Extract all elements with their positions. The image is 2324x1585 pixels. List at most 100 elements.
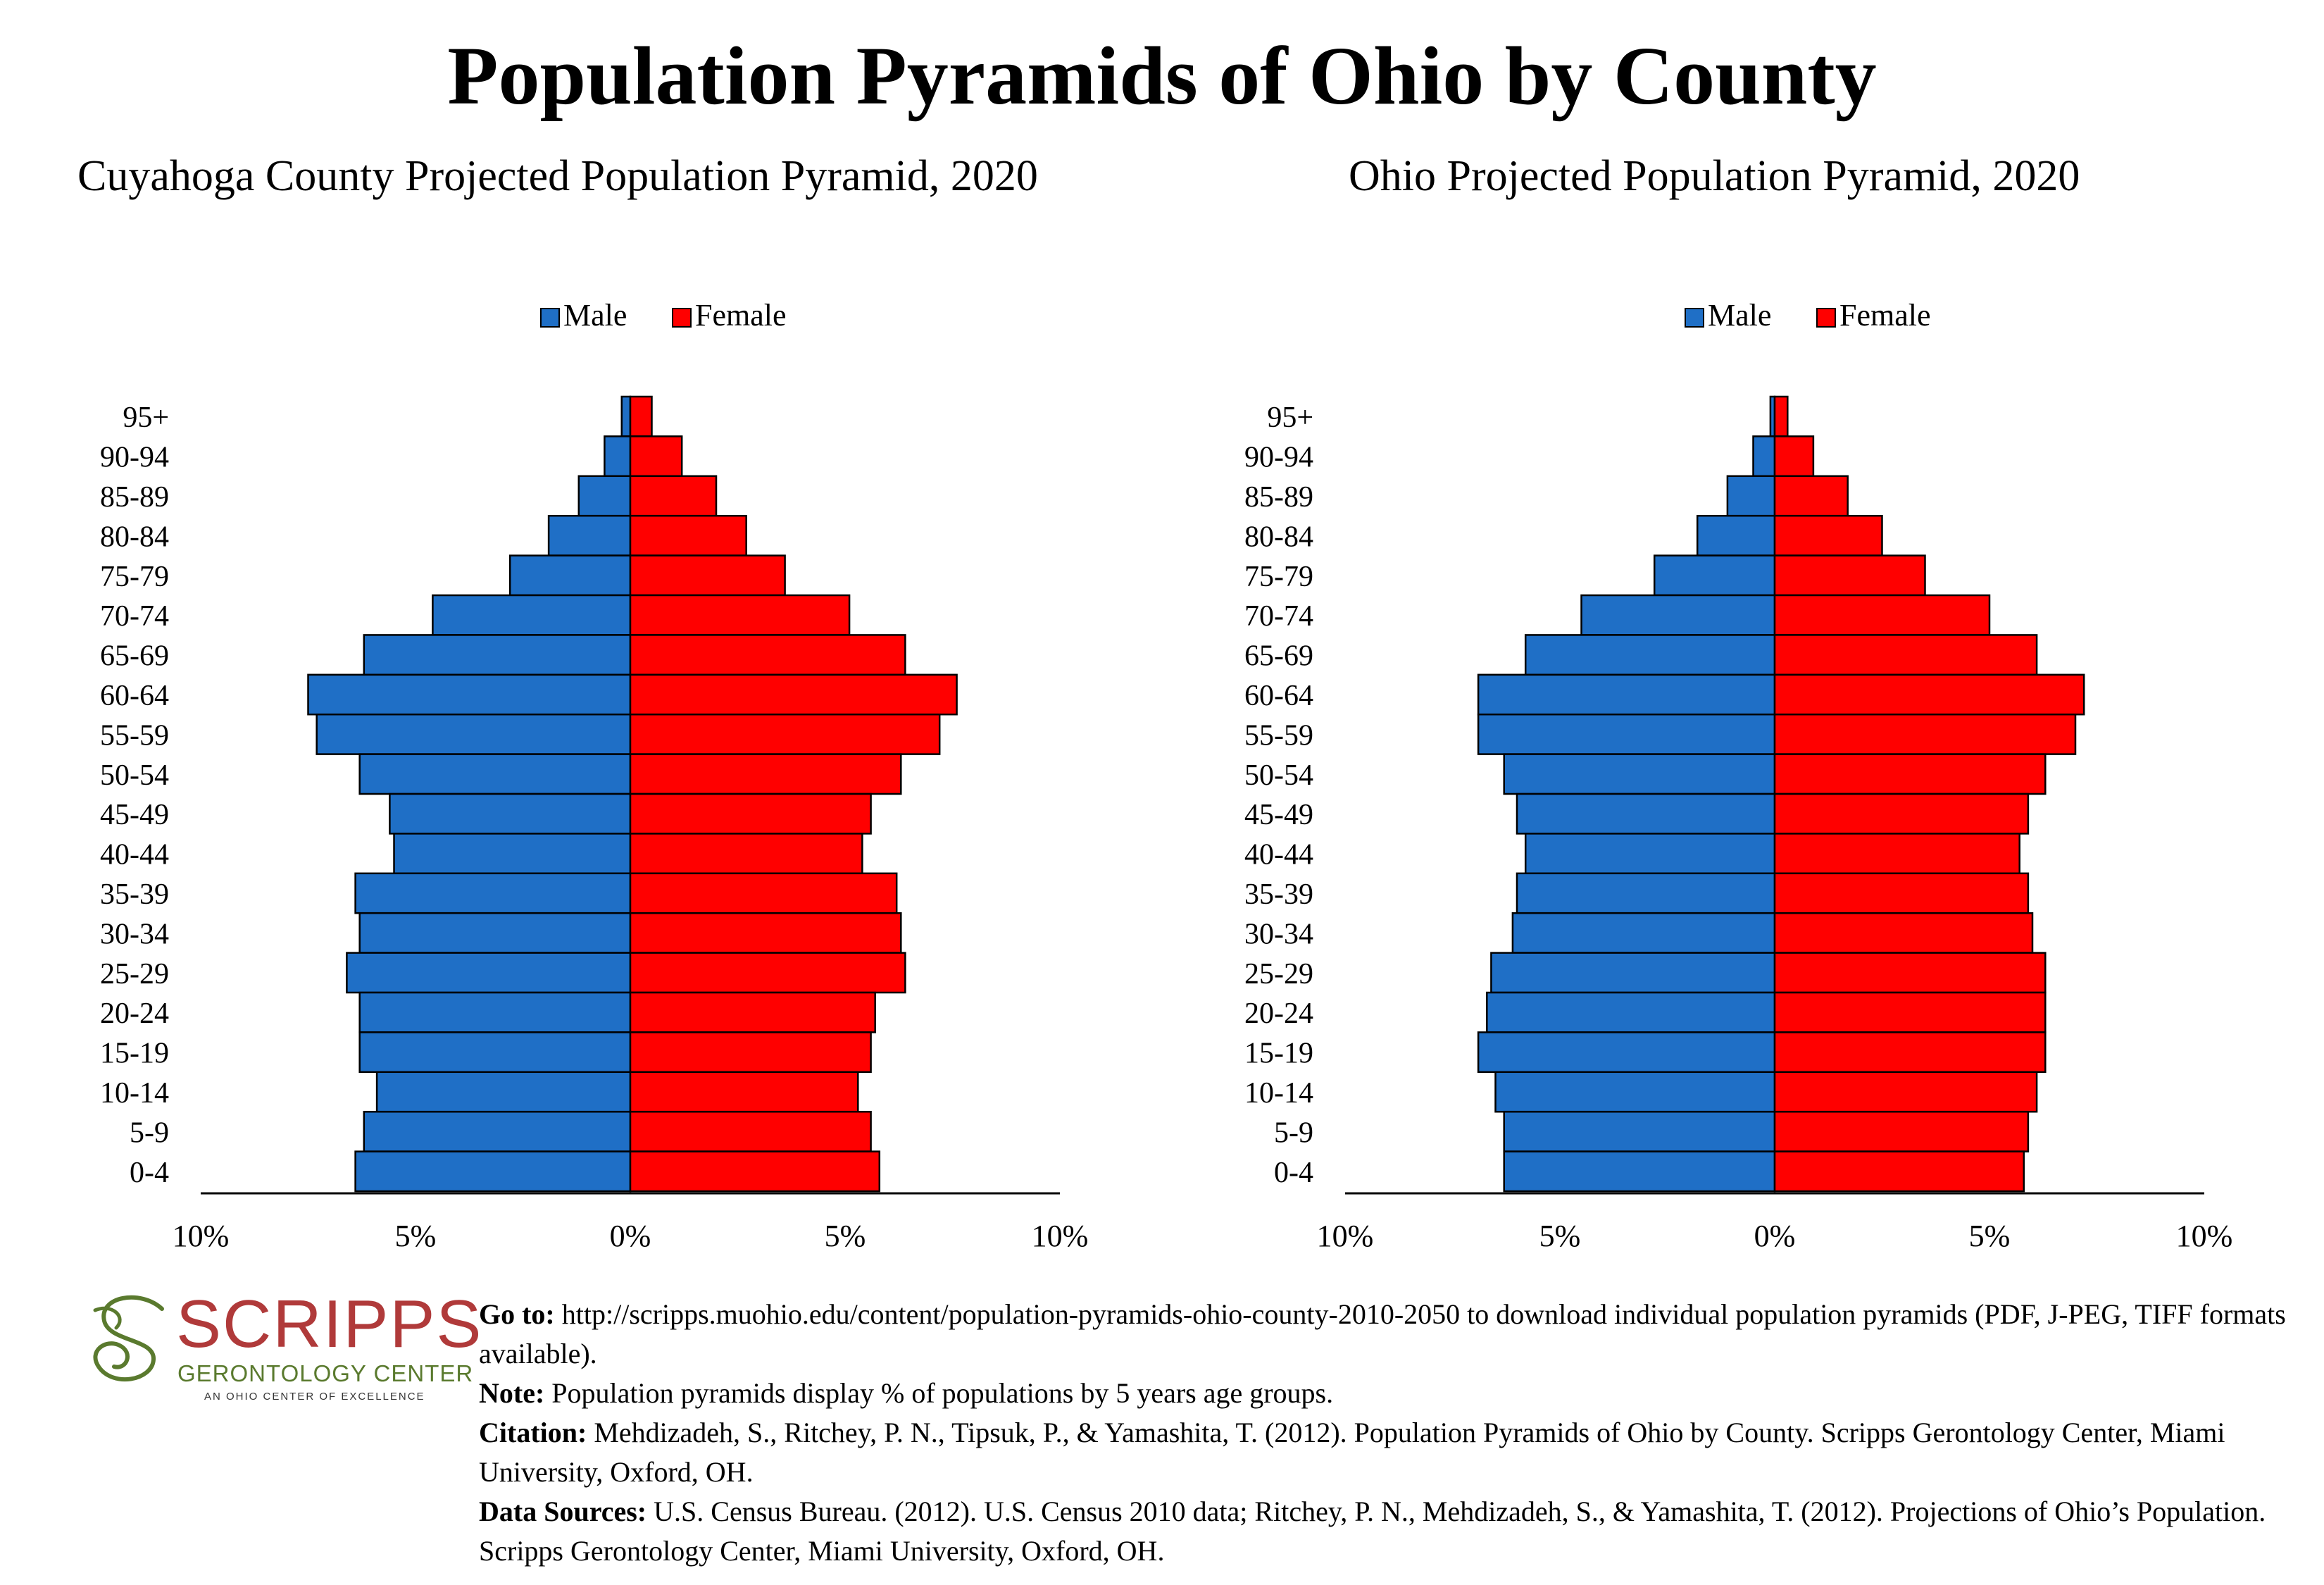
note-label: Note: [479, 1377, 545, 1409]
bar-female-5-9 [1773, 1110, 2030, 1152]
x-tick-label: 10% [173, 1219, 230, 1253]
bar-female-15-19 [1773, 1031, 2047, 1074]
x-tick-label: 0% [1754, 1219, 1796, 1253]
bar-female-50-54 [629, 753, 902, 795]
legend: Male Female [1685, 298, 1931, 332]
age-label-30-34: 30-34 [100, 918, 169, 950]
bar-female-0-4 [629, 1150, 881, 1193]
bar-male-90-94 [1752, 435, 1776, 478]
sources-note: Data Sources: U.S. Census Bureau. (2012)… [479, 1492, 2310, 1571]
bar-female-35-39 [1773, 872, 2030, 914]
bar-female-5-9 [629, 1110, 872, 1152]
logo-subtitle: GERONTOLOGY CENTER [177, 1360, 474, 1386]
bar-male-70-74 [1580, 594, 1776, 636]
bar-female-30-34 [1773, 912, 2034, 954]
bar-male-10-14 [1494, 1071, 1776, 1113]
bar-male-10-14 [375, 1071, 632, 1113]
bar-male-0-4 [1503, 1150, 1776, 1193]
legend-label-male: Male [1708, 298, 1771, 332]
x-tick-label: 10% [1032, 1219, 1089, 1253]
age-label-20-24: 20-24 [100, 997, 169, 1030]
bar-male-95+ [620, 395, 632, 437]
bar-female-80-84 [1773, 514, 1883, 557]
bar-female-55-59 [629, 713, 941, 755]
bar-male-60-64 [307, 673, 632, 716]
age-label-90-94: 90-94 [1244, 442, 1313, 474]
bar-male-70-74 [432, 594, 632, 636]
bar-male-15-19 [1477, 1031, 1776, 1074]
bar-male-50-54 [358, 753, 632, 795]
bar-female-85-89 [629, 475, 718, 517]
bar-female-60-64 [1773, 673, 2085, 716]
age-label-75-79: 75-79 [100, 561, 169, 593]
age-label-80-84: 80-84 [1244, 521, 1313, 553]
page-title: Population Pyramids of Ohio by County [447, 30, 1877, 122]
legend-swatch-female [1816, 308, 1836, 328]
bar-male-0-4 [354, 1150, 632, 1193]
bar-female-30-34 [629, 912, 902, 954]
x-tick-label: 0% [610, 1219, 651, 1253]
legend-label-female: Female [695, 298, 787, 332]
age-label-25-29: 25-29 [1244, 958, 1313, 990]
bar-male-75-79 [508, 554, 632, 597]
bar-male-65-69 [1524, 634, 1776, 676]
bar-male-15-19 [358, 1031, 632, 1074]
goto-label: Go to: [479, 1298, 555, 1330]
x-tick-label: 5% [395, 1219, 437, 1253]
age-label-60-64: 60-64 [100, 680, 169, 712]
x-tick-label: 10% [2176, 1219, 2233, 1253]
bar-female-50-54 [1773, 753, 2047, 795]
bar-male-25-29 [1490, 952, 1776, 994]
age-label-10-14: 10-14 [100, 1077, 169, 1110]
logo-wordmark: SCRIPPS [176, 1286, 483, 1362]
x-tick-label: 10% [1317, 1219, 1374, 1253]
pyramid-chart-cuyahoga: Male Female 95+ 90-94 85-89 80-84 75-79 70-74 65… [100, 298, 1089, 1253]
pyramid-chart-ohio: Male Female 95+ 90-94 85-89 80-84 75-79 70-74 65… [1244, 298, 2233, 1253]
notes-section: Go to: http://scripps.muohio.edu/content… [479, 1295, 2310, 1571]
goto-text: http://scripps.muohio.edu/content/popula… [479, 1298, 2286, 1369]
age-label-70-74: 70-74 [1244, 600, 1313, 633]
bar-female-60-64 [629, 673, 958, 716]
bar-female-75-79 [1773, 554, 1926, 597]
bar-male-50-54 [1503, 753, 1776, 795]
legend-swatch-male [540, 308, 560, 328]
bar-male-20-24 [358, 991, 632, 1033]
bar-male-35-39 [354, 872, 632, 914]
bar-female-70-74 [1773, 594, 1991, 636]
age-label-5-9: 5-9 [1274, 1117, 1313, 1149]
age-label-0-4: 0-4 [1274, 1157, 1313, 1189]
bar-female-65-69 [1773, 634, 2038, 676]
age-label-35-39: 35-39 [100, 878, 169, 911]
bar-female-10-14 [629, 1071, 859, 1113]
bar-female-40-44 [629, 833, 863, 875]
bar-male-85-89 [577, 475, 632, 517]
bar-female-55-59 [1773, 713, 2077, 755]
chart-title-ohio: Ohio Projected Population Pyramid, 2020 [1349, 152, 2080, 200]
bar-female-20-24 [629, 991, 876, 1033]
age-label-95+: 95+ [123, 402, 169, 434]
chart-title-cuyahoga: Cuyahoga County Projected Population Pyr… [77, 152, 1038, 200]
bar-female-35-39 [629, 872, 898, 914]
bar-male-40-44 [393, 833, 632, 875]
age-label-65-69: 65-69 [100, 640, 169, 673]
age-label-90-94: 90-94 [100, 442, 169, 474]
bar-female-90-94 [629, 435, 683, 478]
scripps-logo: SCRIPPS GERONTOLOGY CENTER AN OHIO CENTE… [85, 1289, 481, 1409]
age-label-55-59: 55-59 [1244, 719, 1313, 752]
bar-female-45-49 [1773, 792, 2030, 835]
bar-male-30-34 [358, 912, 632, 954]
note-line: Note: Population pyramids display % of p… [479, 1374, 2310, 1413]
age-label-85-89: 85-89 [1244, 481, 1313, 514]
bar-female-0-4 [1773, 1150, 2025, 1193]
age-label-0-4: 0-4 [130, 1157, 169, 1189]
x-tick-label: 5% [1969, 1219, 2011, 1253]
bar-female-10-14 [1773, 1071, 2038, 1113]
bar-male-45-49 [389, 792, 632, 835]
age-label-75-79: 75-79 [1244, 561, 1313, 593]
bar-male-30-34 [1511, 912, 1776, 954]
age-label-65-69: 65-69 [1244, 640, 1313, 673]
citation-text: Mehdizadeh, S., Ritchey, P. N., Tipsuk, … [479, 1417, 2225, 1488]
bar-female-65-69 [629, 634, 906, 676]
bar-male-40-44 [1524, 833, 1776, 875]
bar-male-25-29 [346, 952, 632, 994]
